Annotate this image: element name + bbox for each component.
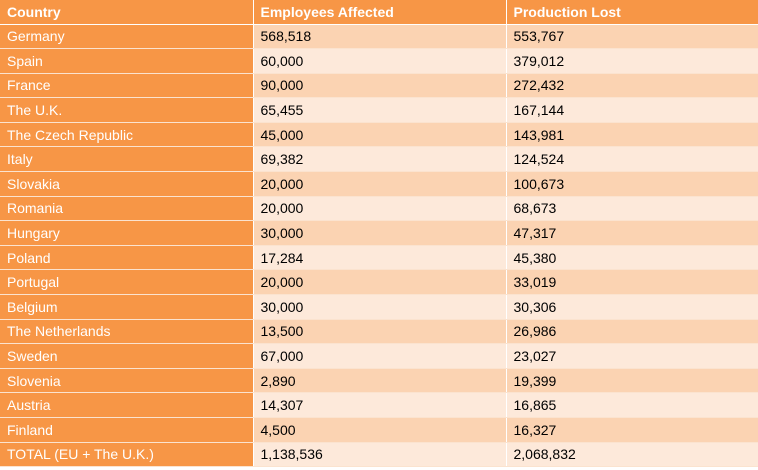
cell-employees-affected: 20,000	[253, 269, 507, 296]
cell-country: Slovenia	[0, 368, 254, 394]
cell-country: The U.K.	[0, 97, 254, 123]
cell-country: France	[0, 73, 254, 99]
cell-production-lost: 68,673	[506, 196, 758, 222]
header-employees-affected: Employees Affected	[253, 0, 507, 25]
cell-employees-affected: 60,000	[253, 48, 507, 74]
table-row: Sweden 67,000 23,027	[0, 343, 758, 369]
cell-employees-affected: 20,000	[253, 196, 507, 222]
cell-production-lost: 23,027	[506, 343, 758, 369]
cell-production-lost: 272,432	[506, 73, 758, 99]
cell-country: TOTAL (EU + The U.K.)	[0, 442, 254, 468]
table-row: Italy 69,382 124,524	[0, 146, 758, 173]
cell-country: Belgium	[0, 294, 254, 320]
cell-production-lost: 379,012	[506, 48, 758, 74]
table-row: Slovenia 2,890 19,399	[0, 368, 758, 394]
cell-employees-affected: 30,000	[253, 220, 507, 246]
table-row: Germany 568,518 553,767	[0, 24, 758, 50]
cell-production-lost: 124,524	[506, 146, 758, 173]
cell-production-lost: 16,327	[506, 417, 758, 443]
cell-production-lost: 553,767	[506, 24, 758, 50]
cell-country: Poland	[0, 245, 254, 271]
cell-employees-affected: 17,284	[253, 245, 507, 271]
table-body: Germany 568,518 553,767 Spain 60,000 379,012 F…	[0, 24, 758, 468]
table-row: Belgium 30,000 30,306	[0, 294, 758, 320]
table-row: Austria 14,307 16,865	[0, 392, 758, 418]
table-row: France 90,000 272,432	[0, 73, 758, 99]
cell-employees-affected: 568,518	[253, 24, 507, 50]
table-row: Romania 20,000 68,673	[0, 196, 758, 222]
table-row: Finland 4,500 16,327	[0, 417, 758, 443]
cell-production-lost: 30,306	[506, 294, 758, 320]
table-row: Portugal 20,000 33,019	[0, 269, 758, 296]
cell-country: Austria	[0, 392, 254, 418]
cell-country: Sweden	[0, 343, 254, 369]
header-row: Country Employees Affected Production Lo…	[0, 0, 758, 25]
cell-employees-affected: 69,382	[253, 146, 507, 173]
cell-employees-affected: 45,000	[253, 122, 507, 148]
cell-production-lost: 2,068,832	[506, 442, 758, 468]
cell-production-lost: 33,019	[506, 269, 758, 296]
cell-employees-affected: 30,000	[253, 294, 507, 320]
cell-employees-affected: 65,455	[253, 97, 507, 123]
cell-employees-affected: 14,307	[253, 392, 507, 418]
header-production-lost: Production Lost	[506, 0, 758, 25]
cell-production-lost: 26,986	[506, 319, 758, 345]
cell-employees-affected: 90,000	[253, 73, 507, 99]
cell-employees-affected: 67,000	[253, 343, 507, 369]
cell-production-lost: 16,865	[506, 392, 758, 418]
cell-country: Finland	[0, 417, 254, 443]
table-row: Hungary 30,000 47,317	[0, 220, 758, 246]
cell-production-lost: 19,399	[506, 368, 758, 394]
cell-country: Portugal	[0, 269, 254, 296]
cell-employees-affected: 20,000	[253, 171, 507, 197]
table-row: The Netherlands 13,500 26,986	[0, 319, 758, 345]
table-row: The Czech Republic 45,000 143,981	[0, 122, 758, 148]
cell-employees-affected: 4,500	[253, 417, 507, 443]
header-country: Country	[0, 0, 254, 25]
table-row: Spain 60,000 379,012	[0, 48, 758, 74]
cell-employees-affected: 1,138,536	[253, 442, 507, 468]
cell-country: Spain	[0, 48, 254, 74]
cell-production-lost: 167,144	[506, 97, 758, 123]
table-row: TOTAL (EU + The U.K.) 1,138,536 2,068,832	[0, 442, 758, 468]
cell-country: The Netherlands	[0, 319, 254, 345]
table-row: Poland 17,284 45,380	[0, 245, 758, 271]
cell-country: Italy	[0, 146, 254, 173]
cell-country: Germany	[0, 24, 254, 50]
table-row: The U.K. 65,455 167,144	[0, 97, 758, 123]
cell-production-lost: 45,380	[506, 245, 758, 271]
cell-country: Romania	[0, 196, 254, 222]
cell-production-lost: 143,981	[506, 122, 758, 148]
table-row: Slovakia 20,000 100,673	[0, 171, 758, 197]
cell-country: Slovakia	[0, 171, 254, 197]
cell-production-lost: 47,317	[506, 220, 758, 246]
cell-production-lost: 100,673	[506, 171, 758, 197]
cell-employees-affected: 13,500	[253, 319, 507, 345]
cell-employees-affected: 2,890	[253, 368, 507, 394]
cell-country: The Czech Republic	[0, 122, 254, 148]
cell-country: Hungary	[0, 220, 254, 246]
